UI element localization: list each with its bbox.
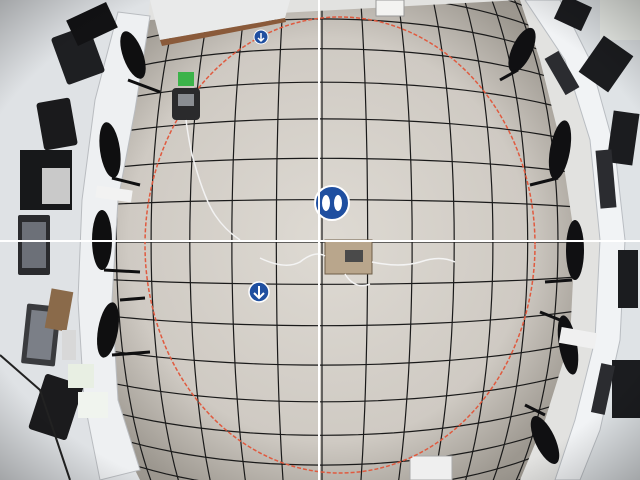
scene-svg — [0, 0, 640, 480]
camera-view — [0, 0, 640, 480]
vignette — [0, 0, 640, 480]
